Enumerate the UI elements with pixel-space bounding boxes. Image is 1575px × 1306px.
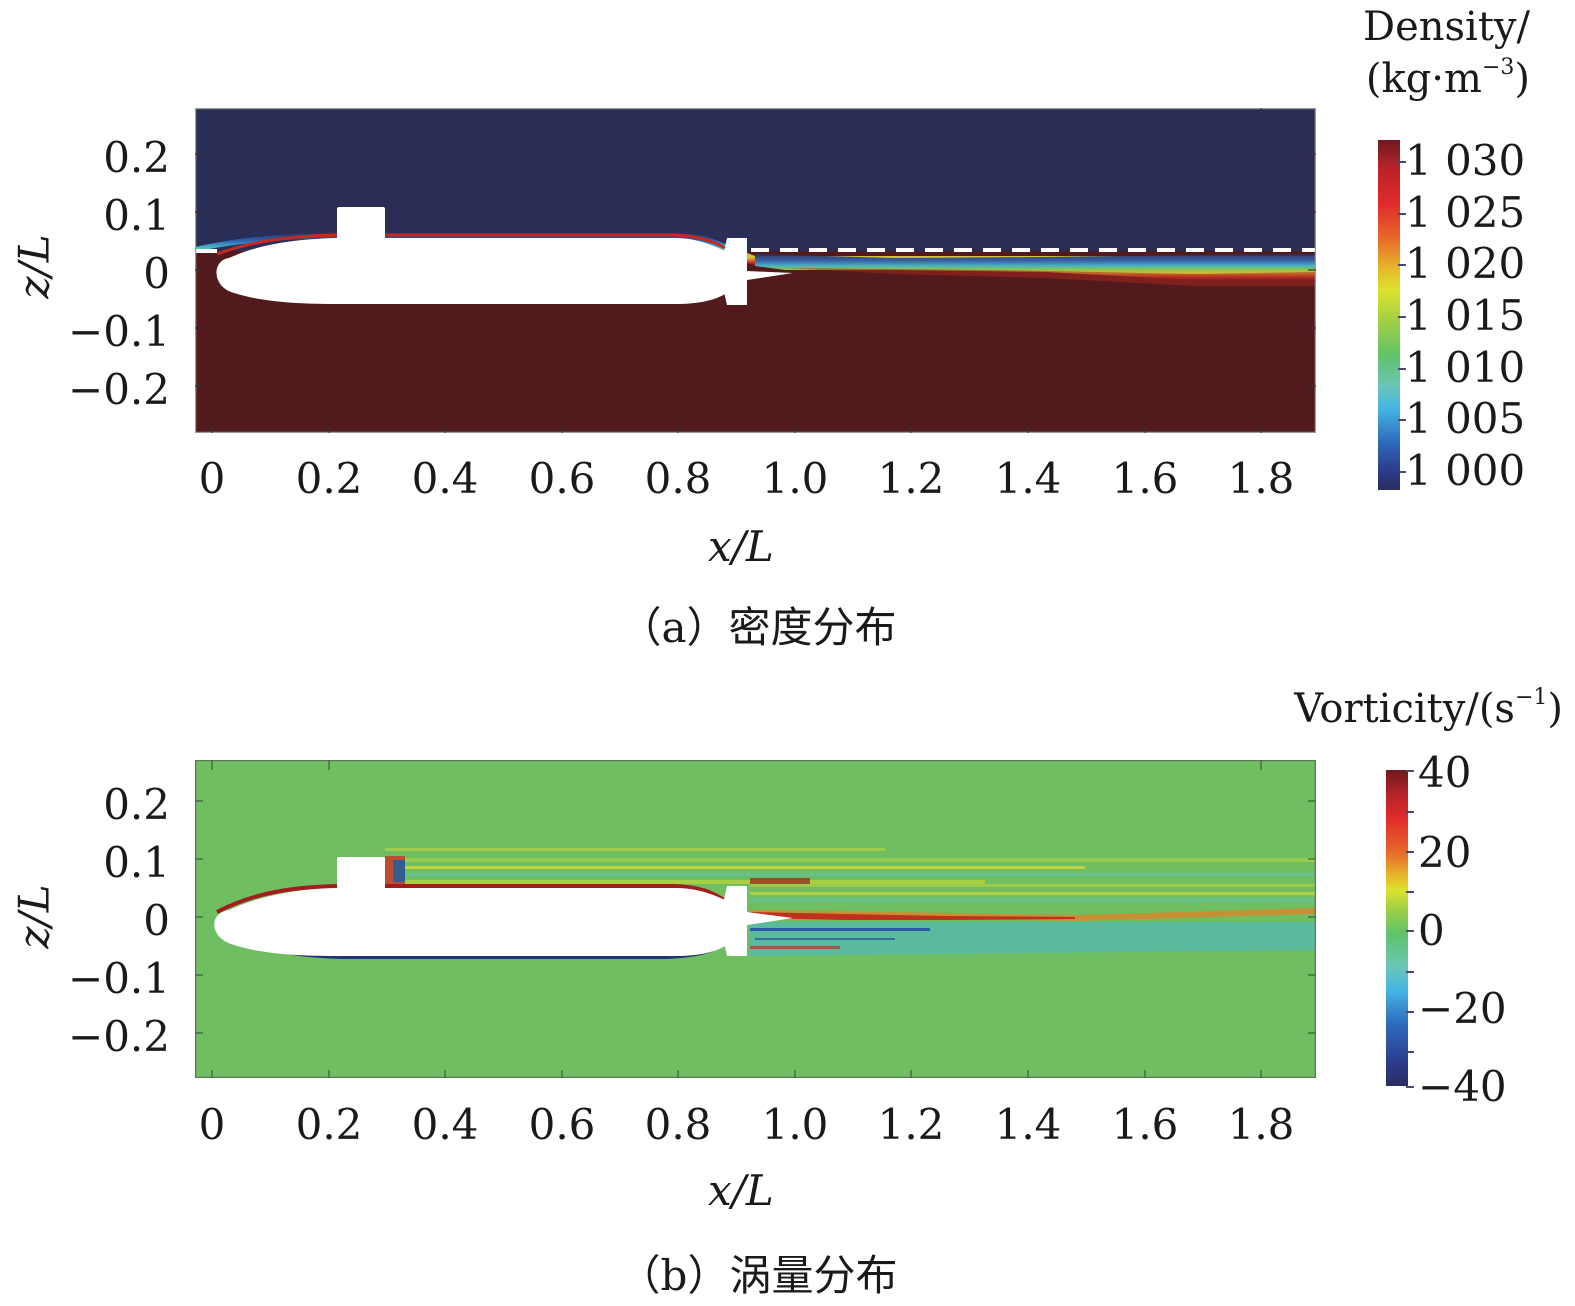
y-tick: 0.2 bbox=[103, 780, 170, 829]
x-tick: 1.8 bbox=[1227, 1100, 1295, 1149]
x-tick: 0 bbox=[198, 1100, 226, 1149]
x-tick: 0.2 bbox=[295, 454, 363, 503]
y-tick: 0.1 bbox=[103, 838, 170, 887]
vorticity-colorbar-tick: 0 bbox=[1418, 906, 1445, 955]
x-tick: 1.0 bbox=[761, 1100, 829, 1149]
vorticity-colorbar bbox=[1386, 770, 1408, 1086]
x-tick: 0.6 bbox=[528, 1100, 596, 1149]
x-tick: 0.4 bbox=[411, 454, 479, 503]
x-axis-title: x/L bbox=[708, 522, 774, 571]
vorticity-colorbar-tick: 40 bbox=[1418, 748, 1472, 797]
y-axis-title: z/L bbox=[9, 234, 59, 299]
density-colorbar-tick: 1 005 bbox=[1405, 394, 1526, 443]
x-axis-title: x/L bbox=[708, 1166, 774, 1215]
density-colorbar bbox=[1378, 140, 1400, 490]
y-tick: −0.2 bbox=[68, 365, 170, 414]
wake-red-band bbox=[785, 268, 1316, 286]
upper-boundary-layer bbox=[216, 884, 729, 914]
y-tick: −0.2 bbox=[68, 1012, 170, 1061]
y-tick: 0 bbox=[143, 249, 170, 298]
density-colorbar-tick: 1 000 bbox=[1405, 446, 1526, 495]
x-tick: 1.8 bbox=[1227, 454, 1295, 503]
vorticity-colorbar-tick: −40 bbox=[1418, 1062, 1507, 1111]
density-colorbar-tick: 1 010 bbox=[1405, 343, 1526, 392]
y-tick: 0.1 bbox=[103, 191, 170, 240]
submarine-body bbox=[216, 207, 793, 305]
x-tick: 0 bbox=[198, 454, 226, 503]
x-tick: 0.2 bbox=[295, 1100, 363, 1149]
x-tick: 1.6 bbox=[1111, 454, 1179, 503]
y-tick: 0.2 bbox=[103, 133, 170, 182]
panel-a-caption: （a）密度分布 bbox=[619, 603, 897, 652]
density-colorbar-title: Density/ (kg·m−3) bbox=[1363, 4, 1530, 102]
stern-wake bbox=[750, 878, 1316, 956]
submarine-body bbox=[214, 857, 793, 956]
y-tick: 0 bbox=[143, 896, 170, 945]
panel-b-caption: （b）涡量分布 bbox=[618, 1251, 898, 1300]
y-tick: −0.1 bbox=[68, 307, 170, 356]
x-tick: 1.4 bbox=[994, 1100, 1062, 1149]
density-colorbar-tick: 1 025 bbox=[1405, 188, 1526, 237]
vorticity-plot-area bbox=[195, 760, 1316, 1078]
x-tick: 0.8 bbox=[644, 454, 712, 503]
vorticity-colorbar-title: Vorticity/(s−1) bbox=[1294, 684, 1563, 732]
density-colorbar-tick: 1 015 bbox=[1405, 291, 1526, 340]
y-axis-title: z/L bbox=[9, 884, 59, 949]
density-colorbar-tick: 1 030 bbox=[1405, 136, 1526, 185]
x-tick: 1.6 bbox=[1111, 1100, 1179, 1149]
x-tick: 0.4 bbox=[411, 1100, 479, 1149]
x-tick: 0.6 bbox=[528, 454, 596, 503]
wake-mixed-layer bbox=[755, 254, 1316, 280]
density-plot-area bbox=[195, 108, 1316, 433]
vorticity-colorbar-tick: 20 bbox=[1418, 828, 1472, 877]
x-tick: 0.8 bbox=[644, 1100, 712, 1149]
vorticity-colorbar-tick: −20 bbox=[1418, 984, 1507, 1033]
x-tick: 1.2 bbox=[877, 454, 945, 503]
sail-wake bbox=[385, 848, 1316, 886]
x-tick: 1.4 bbox=[994, 454, 1062, 503]
y-tick: −0.1 bbox=[68, 954, 170, 1003]
density-colorbar-tick: 1 020 bbox=[1405, 239, 1526, 288]
x-tick: 1.0 bbox=[761, 454, 829, 503]
x-tick: 1.2 bbox=[877, 1100, 945, 1149]
